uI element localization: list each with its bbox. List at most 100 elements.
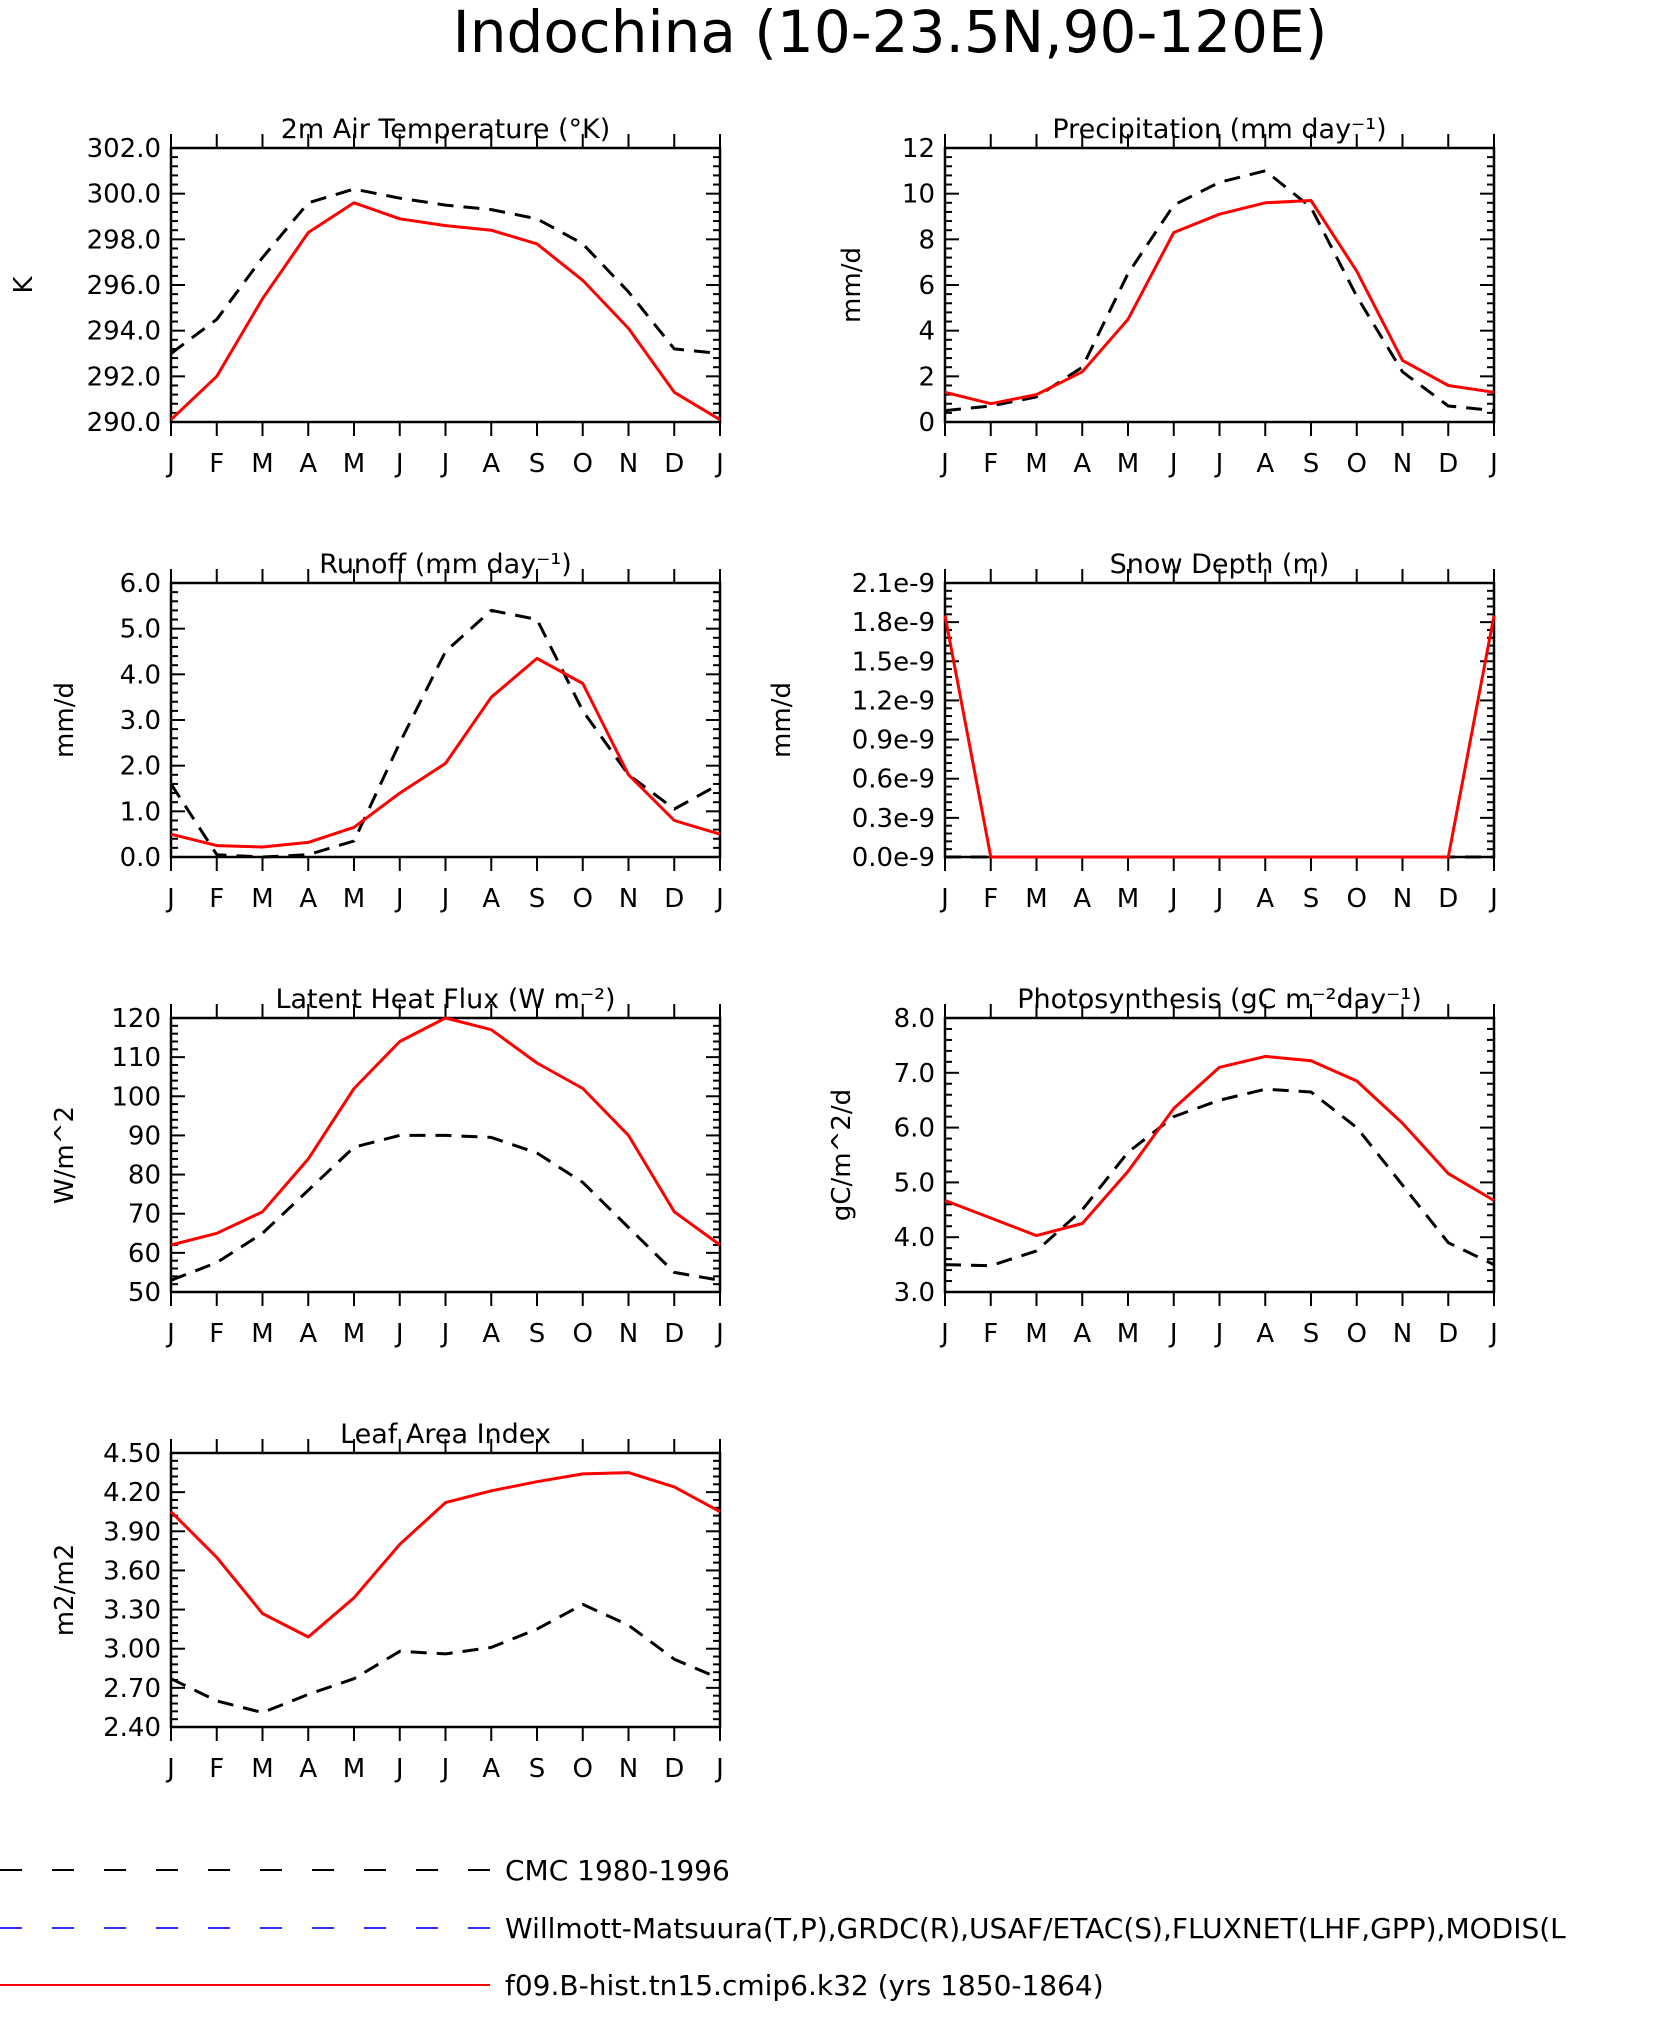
- y-tick-label: 1.2e-9: [852, 686, 935, 716]
- y-tick-label: 0.9e-9: [852, 726, 935, 756]
- x-tick-label: O: [573, 884, 593, 914]
- x-tick-label: N: [619, 1319, 638, 1349]
- chart-latent-heat-flux-w-m: Latent Heat Flux (W m⁻²)W/m^250607080901…: [50, 984, 724, 1349]
- y-tick-label: 12: [902, 134, 935, 164]
- x-tick-label: S: [1303, 1319, 1320, 1349]
- y-tick-label: 290.0: [87, 408, 161, 438]
- x-tick-label: A: [482, 449, 500, 479]
- y-tick-label: 294.0: [87, 317, 161, 347]
- x-tick-label: M: [1025, 1319, 1047, 1349]
- x-tick-label: M: [251, 884, 273, 914]
- x-tick-label: J: [440, 449, 450, 479]
- y-tick-label: 5.0: [894, 1168, 935, 1198]
- x-tick-label: S: [529, 449, 546, 479]
- x-tick-label: F: [209, 1319, 224, 1349]
- x-tick-label: S: [529, 884, 546, 914]
- y-tick-label: 2.70: [103, 1674, 161, 1704]
- plot-frame: [169, 146, 722, 424]
- x-tick-label: J: [939, 884, 949, 914]
- x-tick-label: O: [1347, 1319, 1367, 1349]
- y-tick-label: 8.0: [894, 1004, 935, 1034]
- x-tick-label: F: [209, 449, 224, 479]
- y-tick-label: 8: [918, 225, 935, 255]
- y-tick-label: 50: [128, 1278, 161, 1308]
- x-tick-label: J: [939, 1319, 949, 1349]
- x-tick-label: S: [529, 1754, 546, 1784]
- series-line-model: [944, 199, 1495, 406]
- x-tick-label: J: [1214, 884, 1224, 914]
- y-tick-label: 4: [918, 317, 935, 347]
- x-tick-label: D: [1438, 1319, 1458, 1349]
- y-tick-label: 292.0: [87, 362, 161, 392]
- x-tick-label: O: [573, 449, 593, 479]
- y-tick-label: 6.0: [894, 1114, 935, 1144]
- y-tick-label: 3.90: [103, 1517, 161, 1547]
- series-line-cmc: [170, 187, 721, 355]
- x-tick-label: J: [165, 1319, 175, 1349]
- x-tick-label: M: [1117, 1319, 1139, 1349]
- x-tick-label: J: [714, 1319, 724, 1349]
- x-tick-label: O: [573, 1754, 593, 1784]
- x-tick-label: M: [343, 1754, 365, 1784]
- plot-frame: [943, 1016, 1496, 1294]
- x-tick-label: J: [394, 884, 404, 914]
- legend: CMC 1980-1996 Willmott-Matsuura(T,P),GRDC…: [0, 1854, 1566, 2002]
- x-tick-label: D: [1438, 449, 1458, 479]
- x-tick-label: J: [714, 884, 724, 914]
- x-tick-label: M: [251, 1319, 273, 1349]
- x-tick-label: J: [165, 449, 175, 479]
- x-tick-label: J: [394, 1754, 404, 1784]
- x-tick-label: J: [394, 1319, 404, 1349]
- chart-runoff-mm-day: Runoff (mm day⁻¹)mm/d0.01.02.03.04.05.06…: [50, 549, 724, 914]
- legend-label: f09.B-hist.tn15.cmip6.k32 (yrs 1850-1864…: [505, 1969, 1104, 2002]
- y-tick-label: 4.50: [103, 1439, 161, 1469]
- y-tick-label: 6.0: [120, 569, 161, 599]
- x-tick-label: M: [343, 1319, 365, 1349]
- x-tick-label: A: [1073, 449, 1091, 479]
- series-line-model: [944, 1054, 1495, 1238]
- x-tick-label: J: [394, 449, 404, 479]
- x-tick-label: O: [1347, 449, 1367, 479]
- x-tick-label: N: [1393, 1319, 1412, 1349]
- x-tick-label: S: [529, 1319, 546, 1349]
- x-tick-label: J: [1168, 1319, 1178, 1349]
- x-tick-label: J: [1214, 1319, 1224, 1349]
- x-tick-label: A: [299, 449, 317, 479]
- y-tick-label: 2: [918, 362, 935, 392]
- y-tick-label: 4.0: [894, 1223, 935, 1253]
- series-line-cmc: [944, 169, 1495, 413]
- y-tick-label: 0.6e-9: [852, 765, 935, 795]
- x-tick-label: O: [573, 1319, 593, 1349]
- y-tick-label: 2.0: [120, 752, 161, 782]
- x-tick-label: J: [1214, 449, 1224, 479]
- x-tick-label: A: [299, 1754, 317, 1784]
- y-tick-label: 2.40: [103, 1713, 161, 1743]
- x-tick-label: O: [1347, 884, 1367, 914]
- y-axis-label: mm/d: [837, 247, 867, 323]
- series-line-model: [169, 201, 721, 421]
- x-tick-label: A: [482, 1754, 500, 1784]
- y-tick-label: 3.30: [103, 1596, 161, 1626]
- y-tick-label: 296.0: [87, 271, 161, 301]
- y-tick-label: 0: [918, 408, 935, 438]
- chart-2m-air-temperature-k: 2m Air Temperature (°K)K290.0292.0294.02…: [9, 114, 724, 479]
- y-tick-label: 7.0: [894, 1059, 935, 1089]
- x-tick-label: D: [1438, 884, 1458, 914]
- series-line-model: [170, 656, 721, 849]
- x-tick-label: J: [1168, 449, 1178, 479]
- x-tick-label: J: [440, 884, 450, 914]
- x-tick-label: D: [664, 884, 684, 914]
- series-line-cmc: [169, 608, 721, 859]
- y-axis-label: gC/m^2/d: [827, 1089, 857, 1221]
- x-tick-label: A: [482, 884, 500, 914]
- y-tick-label: 120: [111, 1004, 161, 1034]
- y-tick-label: 2.1e-9: [852, 569, 935, 599]
- chart-photosynthesis-gc-m-day: Photosynthesis (gC m⁻²day⁻¹)gC/m^2/d3.04…: [827, 984, 1498, 1349]
- chart-panels: 2m Air Temperature (°K)K290.0292.0294.02…: [9, 114, 1498, 1784]
- x-tick-label: D: [664, 449, 684, 479]
- x-tick-label: J: [440, 1754, 450, 1784]
- x-tick-label: J: [440, 1319, 450, 1349]
- x-tick-label: J: [714, 1754, 724, 1784]
- x-tick-label: M: [1117, 884, 1139, 914]
- x-tick-label: A: [1256, 449, 1274, 479]
